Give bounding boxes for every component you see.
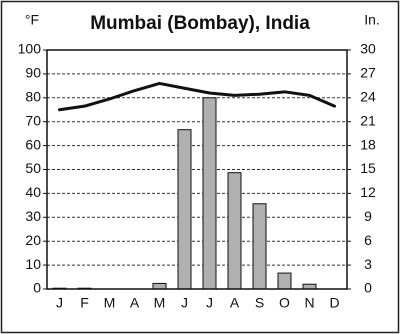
bar [177,129,192,290]
x-tick-label: A [230,295,240,311]
x-tick-label: S [255,295,264,311]
y-tick-label: 70 [25,112,41,128]
bar [152,282,167,290]
x-tick-label: D [329,295,339,311]
y2-tick-label: 3 [364,256,372,272]
y2-tick-label: 24 [360,89,376,105]
x-tick-label: J [181,295,188,311]
bar [227,172,242,290]
y2-tick-label: 27 [360,65,376,81]
chart-title: Mumbai (Bombay), India [90,13,310,34]
y2-tick-label: 21 [360,112,376,128]
y-tick-label: 0 [33,280,41,296]
plot-border [46,49,348,290]
y-tick-label: 20 [25,232,41,248]
y-tick-label: 30 [25,208,41,224]
y2-tick-label: 18 [360,136,376,152]
y2-tick-label: 9 [364,208,372,224]
bar [277,272,292,290]
y2-tick-label: 0 [364,280,372,296]
bar [252,203,267,290]
y2-axis-label: In. [364,12,380,28]
x-tick-label: F [80,295,89,311]
y-tick-label: 50 [25,160,41,176]
y-tick-label: 40 [25,184,41,200]
bar [202,97,217,290]
x-tick-label: M [154,295,166,311]
temperature-line [58,81,336,112]
y-tick-label: 60 [25,136,41,152]
y-axis-label: °F [25,12,39,28]
x-tick-label: J [206,295,213,311]
x-tick-label: N [304,295,314,311]
y2-tick-label: 15 [360,160,376,176]
y-tick-label: 10 [25,256,41,272]
y2-tick-label: 30 [360,41,376,57]
y-tick-label: 80 [25,89,41,105]
y2-tick-label: 6 [364,232,372,248]
y2-tick-label: 12 [360,184,376,200]
y-tick-label: 90 [25,65,41,81]
y-tick-label: 100 [18,41,42,57]
x-tick-label: A [130,295,140,311]
x-tick-label: O [279,295,290,311]
x-tick-label: M [104,295,116,311]
x-tick-label: J [56,295,63,311]
